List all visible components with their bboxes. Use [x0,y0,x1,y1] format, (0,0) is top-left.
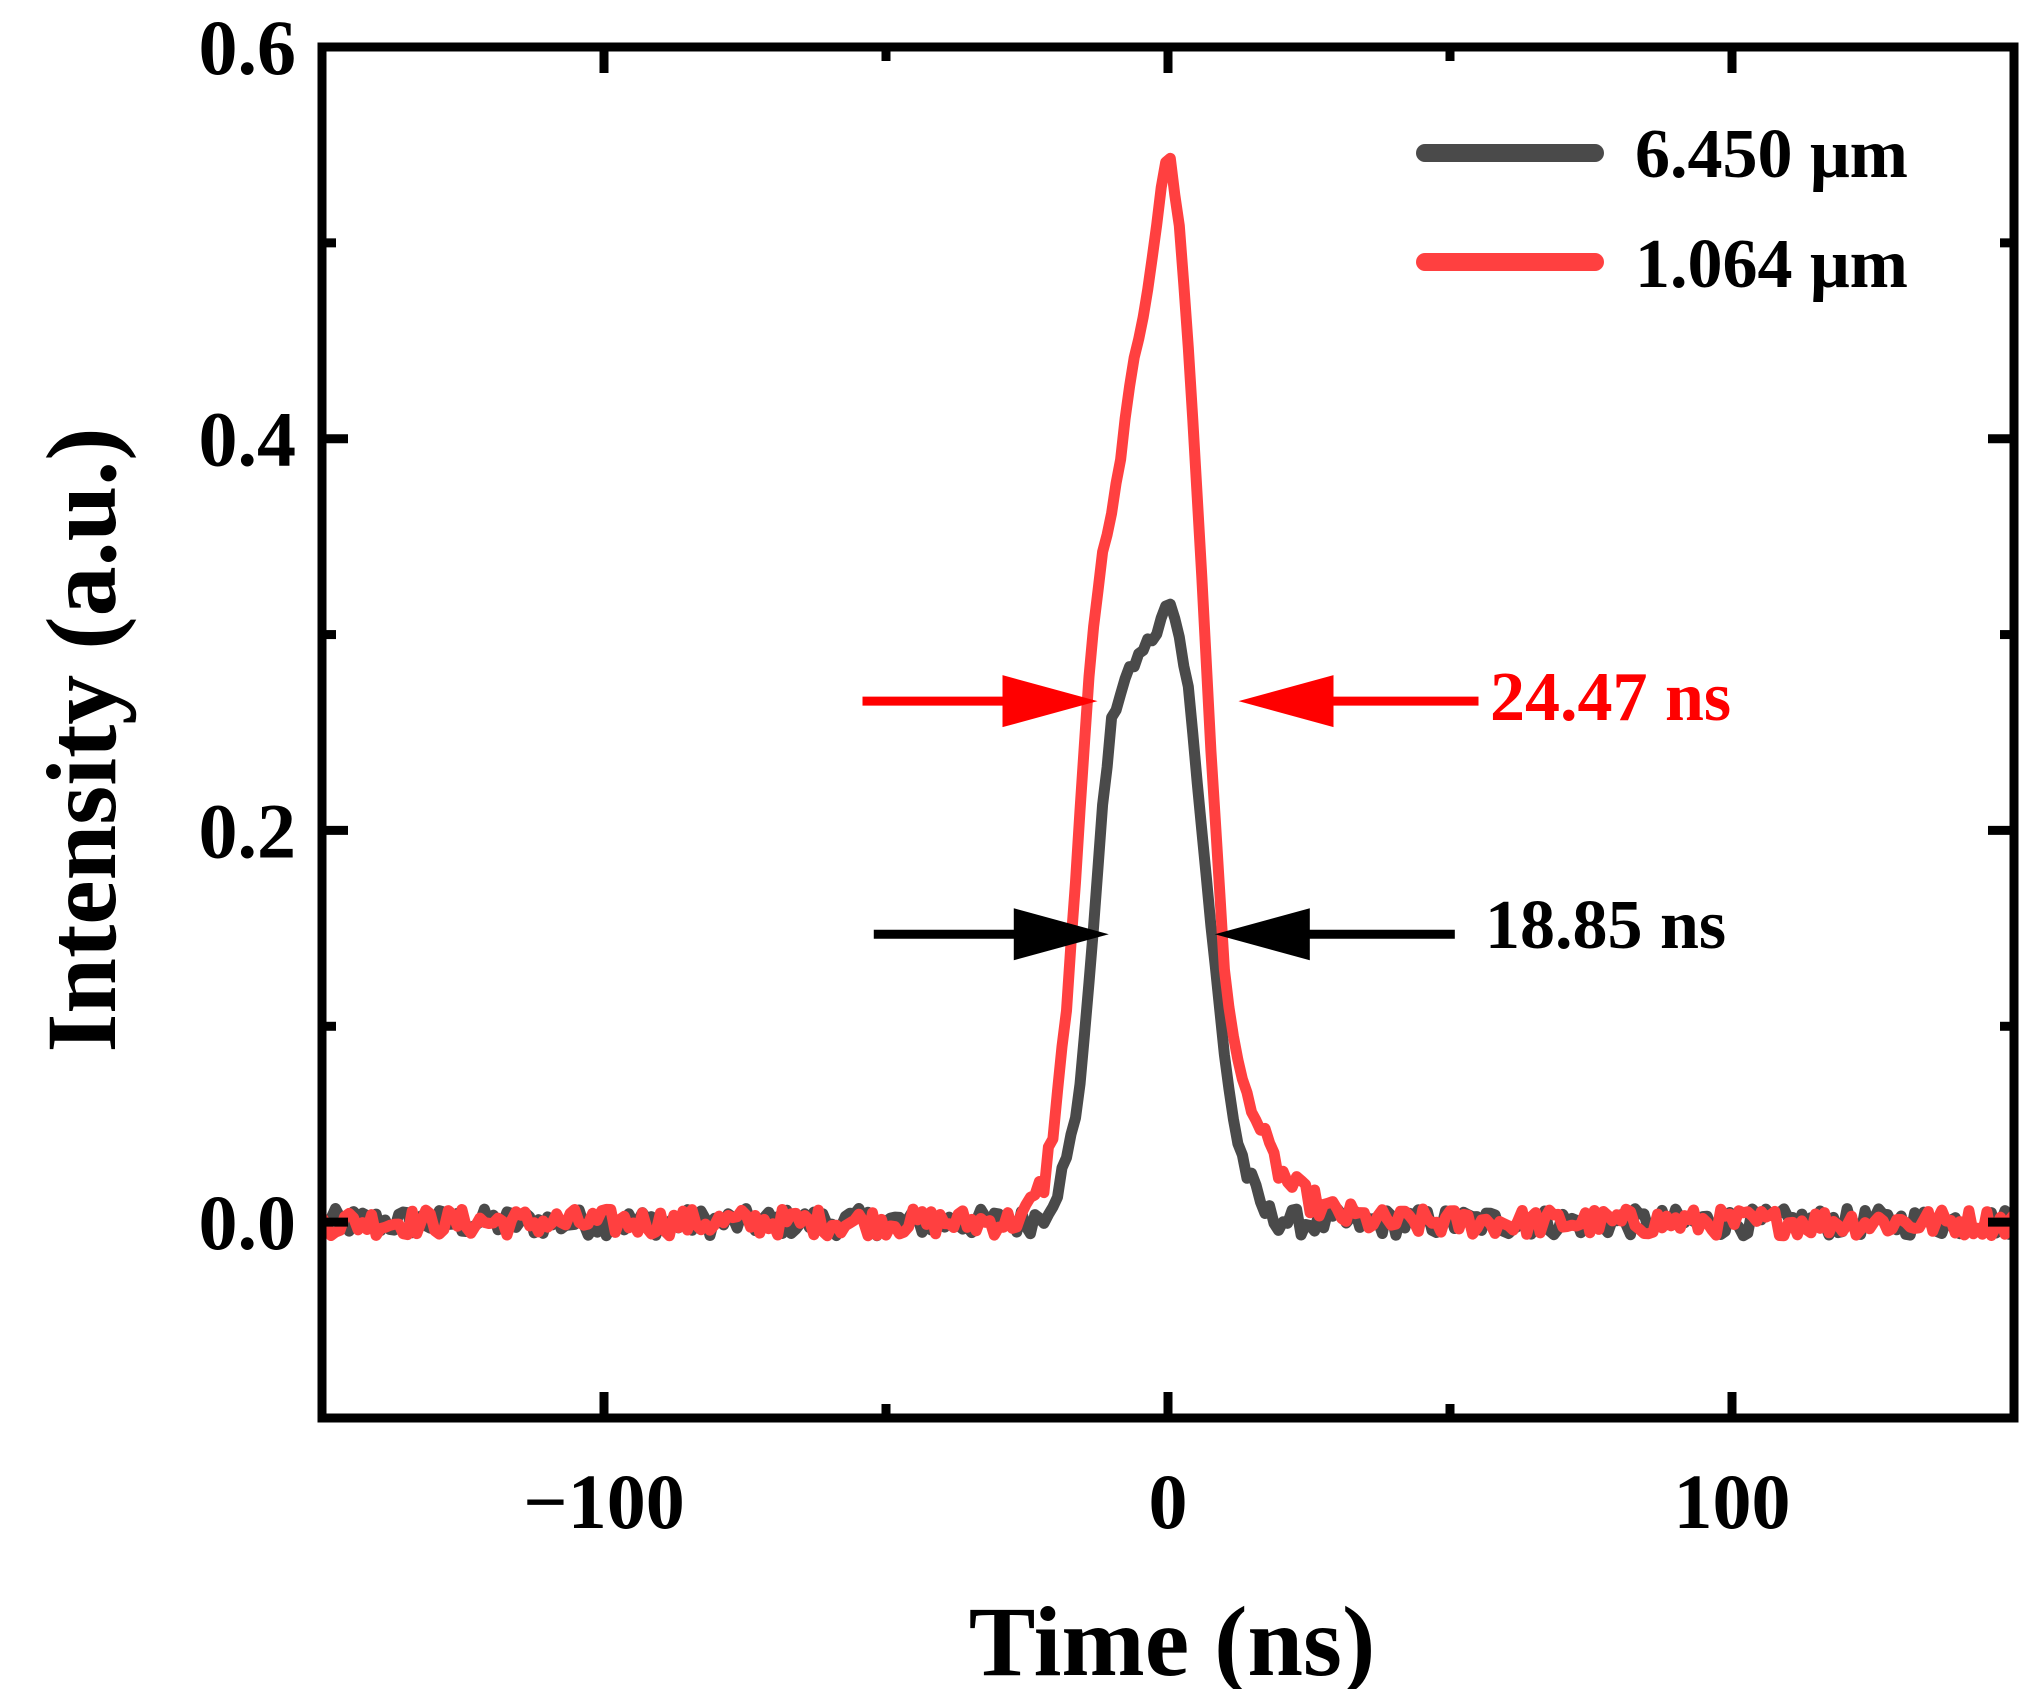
y-tick-label: 0.4 [199,396,297,483]
fwhm-arrow-right-head [1238,675,1334,728]
fwhm-label-6450: 18.85 ns [1485,887,1726,964]
fwhm-arrow-left-head [1013,908,1109,961]
x-tick-label: 0 [1149,1458,1188,1545]
y-tick-label: 0.0 [199,1179,297,1266]
series-line-2 [322,152,2014,1242]
y-tick-label: 0.2 [199,787,297,874]
fwhm-arrow-left-head [1002,675,1098,728]
y-tick-label: 0.6 [199,4,297,91]
legend: 6.450 μm 1.064 μm [1416,116,1908,303]
x-axis-title: Time (ns) [969,1586,1376,1689]
fwhm-arrows-1064 [862,675,1479,728]
fwhm-arrow-right-head [1214,908,1310,961]
series-line-1 [322,598,2014,1242]
legend-label-series-2: 1.064 μm [1635,226,1908,303]
legend-label-series-1: 6.450 μm [1635,116,1908,193]
ticks: −100 0 100 0.0 0.2 0.4 0.6 [199,4,2019,1545]
fwhm-label-1064: 24.47 ns [1490,659,1731,736]
y-axis-title: Intensity (a.u.) [26,427,137,1052]
data-layer [322,152,2014,1242]
fwhm-arrows-6450 [873,908,1455,961]
x-tick-label: −100 [523,1458,684,1545]
x-tick-label: 100 [1674,1458,1791,1545]
